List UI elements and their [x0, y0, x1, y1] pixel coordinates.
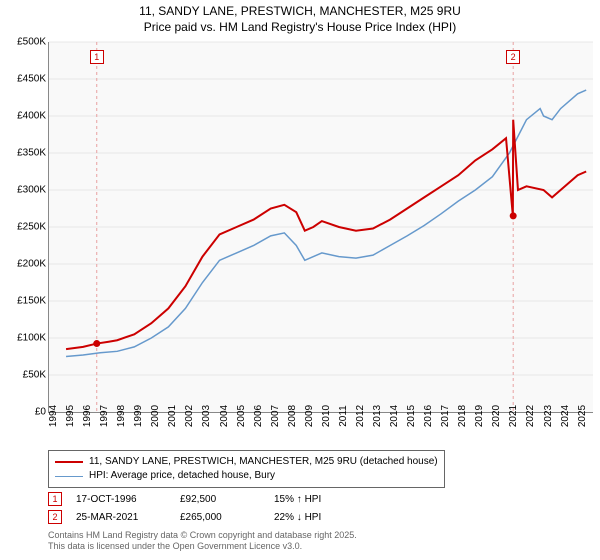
title-line-2: Price paid vs. HM Land Registry's House … [0, 20, 600, 36]
x-tick-label: 1998 [116, 405, 127, 427]
y-tick-label: £300K [17, 185, 46, 196]
x-tick-label: 1994 [48, 405, 59, 427]
y-tick-label: £250K [17, 222, 46, 233]
y-tick-label: £450K [17, 74, 46, 85]
x-tick-label: 2005 [236, 405, 247, 427]
legend-swatch-price [55, 461, 83, 463]
x-tick-label: 2007 [270, 405, 281, 427]
x-tick-label: 2004 [219, 405, 230, 427]
series-svg [49, 42, 593, 412]
legend-row-hpi: HPI: Average price, detached house, Bury [55, 469, 438, 483]
y-tick-label: £500K [17, 37, 46, 48]
x-tick-label: 2003 [201, 405, 212, 427]
x-tick-label: 1997 [99, 405, 110, 427]
x-tick-label: 2011 [338, 405, 349, 427]
chart-container: 11, SANDY LANE, PRESTWICH, MANCHESTER, M… [0, 0, 600, 560]
x-tick-label: 2000 [150, 405, 161, 427]
transaction-row-2: 2 25-MAR-2021 £265,000 22% ↓ HPI [48, 510, 588, 524]
transaction-marker-1: 1 [48, 492, 62, 506]
transaction-date-1: 17-OCT-1996 [76, 494, 166, 505]
transaction-row-1: 1 17-OCT-1996 £92,500 15% ↑ HPI [48, 492, 588, 506]
x-tick-label: 2014 [389, 405, 400, 427]
transaction-date-2: 25-MAR-2021 [76, 512, 166, 523]
x-tick-label: 1996 [82, 405, 93, 427]
x-tick-label: 2009 [304, 405, 315, 427]
transaction-delta-2: 22% ↓ HPI [274, 512, 321, 523]
attribution-line-1: Contains HM Land Registry data © Crown c… [48, 530, 588, 541]
x-tick-label: 2018 [457, 405, 468, 427]
x-tick-label: 2012 [355, 405, 366, 427]
x-tick-label: 2006 [253, 405, 264, 427]
x-tick-label: 2015 [406, 405, 417, 427]
attribution: Contains HM Land Registry data © Crown c… [48, 530, 588, 553]
x-tick-label: 2016 [423, 405, 434, 427]
x-tick-label: 2017 [440, 405, 451, 427]
x-tick-label: 2023 [543, 405, 554, 427]
legend-and-footer: 11, SANDY LANE, PRESTWICH, MANCHESTER, M… [48, 450, 588, 553]
x-tick-label: 1995 [65, 405, 76, 427]
y-tick-label: £50K [23, 370, 46, 381]
x-tick-label: 2022 [525, 405, 536, 427]
x-tick-label: 2025 [577, 405, 588, 427]
plot-area [48, 42, 593, 413]
x-tick-label: 2024 [560, 405, 571, 427]
legend-swatch-hpi [55, 476, 83, 477]
transaction-price-2: £265,000 [180, 512, 260, 523]
legend-label-price: 11, SANDY LANE, PRESTWICH, MANCHESTER, M… [89, 455, 438, 469]
y-tick-label: £150K [17, 296, 46, 307]
title-line-1: 11, SANDY LANE, PRESTWICH, MANCHESTER, M… [0, 4, 600, 20]
x-tick-label: 2002 [184, 405, 195, 427]
legend-box: 11, SANDY LANE, PRESTWICH, MANCHESTER, M… [48, 450, 445, 488]
legend-label-hpi: HPI: Average price, detached house, Bury [89, 469, 275, 483]
chart-title: 11, SANDY LANE, PRESTWICH, MANCHESTER, M… [0, 0, 600, 37]
y-tick-label: £200K [17, 259, 46, 270]
transaction-price-1: £92,500 [180, 494, 260, 505]
y-tick-label: £400K [17, 111, 46, 122]
y-tick-label: £100K [17, 333, 46, 344]
x-tick-label: 2019 [474, 405, 485, 427]
x-tick-label: 2001 [167, 405, 178, 427]
chart-marker-2: 2 [506, 50, 520, 64]
x-tick-label: 2010 [321, 405, 332, 427]
x-tick-label: 2020 [491, 405, 502, 427]
x-tick-label: 2008 [287, 405, 298, 427]
transaction-marker-2: 2 [48, 510, 62, 524]
attribution-line-2: This data is licensed under the Open Gov… [48, 541, 588, 552]
x-tick-label: 2021 [508, 405, 519, 427]
x-tick-label: 1999 [133, 405, 144, 427]
y-tick-label: £0 [35, 407, 46, 418]
y-tick-label: £350K [17, 148, 46, 159]
transaction-delta-1: 15% ↑ HPI [274, 494, 321, 505]
legend-row-price: 11, SANDY LANE, PRESTWICH, MANCHESTER, M… [55, 455, 438, 469]
x-tick-label: 2013 [372, 405, 383, 427]
chart-marker-1: 1 [90, 50, 104, 64]
